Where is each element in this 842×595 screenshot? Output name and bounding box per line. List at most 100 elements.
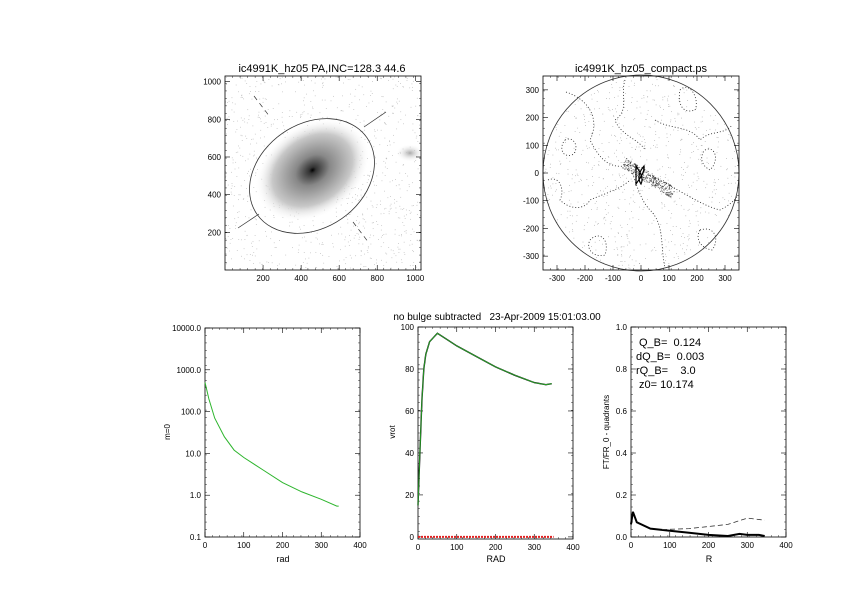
data-point [565, 137, 567, 138]
noise-pixel [295, 91, 296, 93]
data-point [671, 187, 673, 189]
data-point [614, 180, 616, 181]
data-point [667, 98, 668, 100]
data-point [637, 191, 639, 193]
data-point [621, 87, 623, 88]
data-point [657, 184, 659, 185]
data-point [683, 88, 685, 90]
noise-pixel [239, 147, 241, 149]
data-point [631, 227, 633, 229]
data-point [616, 185, 617, 187]
noise-pixel [321, 99, 323, 101]
data-point [656, 183, 657, 184]
data-point [646, 159, 648, 161]
noise-pixel [387, 197, 389, 199]
data-point [677, 98, 679, 99]
data-point [575, 175, 576, 177]
noise-pixel [232, 238, 234, 239]
noise-pixel [417, 168, 419, 170]
noise-pixel [254, 235, 256, 236]
noise-pixel [399, 188, 401, 190]
noise-pixel [252, 155, 254, 157]
contour-dotted [649, 174, 739, 211]
data-point [586, 179, 588, 180]
data-point [668, 184, 670, 186]
data-point [612, 126, 614, 127]
data-point [632, 165, 634, 166]
minor-axis-line [253, 95, 271, 118]
noise-pixel [232, 162, 234, 164]
data-point [652, 185, 653, 186]
data-point [556, 149, 557, 151]
noise-pixel [417, 239, 418, 241]
profile-line [204, 382, 339, 507]
noise-pixel [412, 86, 413, 88]
data-point [694, 201, 695, 202]
data-point [647, 182, 649, 183]
data-point [567, 110, 569, 112]
noise-pixel [376, 221, 377, 222]
data-point [625, 168, 627, 170]
data-point [575, 169, 577, 171]
data-point [723, 184, 725, 186]
noise-pixel [301, 78, 303, 80]
noise-pixel [323, 262, 325, 264]
data-point [715, 215, 717, 216]
noise-pixel [419, 261, 421, 262]
noise-pixel [388, 210, 390, 212]
data-point [664, 204, 665, 206]
data-point [610, 189, 611, 191]
data-point [730, 137, 731, 139]
noise-pixel [268, 79, 270, 80]
noise-pixel [234, 218, 236, 220]
noise-pixel [395, 185, 397, 187]
data-point [716, 152, 718, 154]
noise-pixel [351, 257, 352, 259]
noise-pixel [396, 98, 398, 100]
x-tick-label: 1000 [406, 274, 424, 283]
noise-pixel [381, 78, 382, 80]
noise-pixel [345, 236, 346, 238]
noise-pixel [382, 235, 383, 236]
data-point [673, 191, 675, 192]
noise-pixel [393, 112, 395, 114]
data-point [628, 160, 630, 162]
noise-pixel [260, 83, 262, 85]
data-point [686, 249, 688, 251]
noise-pixel [392, 180, 393, 182]
noise-pixel [273, 242, 275, 244]
data-point [629, 218, 631, 220]
noise-pixel [341, 110, 343, 112]
data-point [656, 180, 658, 182]
y-tick-label: 1.0 [616, 323, 628, 332]
noise-pixel [401, 262, 403, 263]
noise-pixel [322, 117, 324, 119]
data-point [667, 95, 669, 97]
noise-pixel [358, 223, 360, 225]
data-point [655, 146, 656, 148]
data-point [618, 208, 620, 209]
data-point [653, 175, 655, 177]
y-tick-label: 300 [526, 86, 540, 95]
data-point [687, 165, 689, 167]
noise-pixel [358, 188, 360, 190]
noise-pixel [243, 248, 245, 250]
noise-pixel [368, 102, 370, 104]
data-point [580, 178, 582, 180]
y-tick-label: 0.2 [616, 491, 628, 500]
data-point [639, 175, 641, 177]
data-point [560, 132, 562, 133]
data-point [669, 194, 671, 196]
data-point [665, 253, 666, 255]
noise-pixel [233, 120, 235, 122]
data-point [591, 133, 593, 135]
data-point [595, 249, 597, 251]
noise-pixel [235, 84, 237, 86]
noise-pixel [249, 153, 251, 155]
data-point [696, 189, 697, 191]
data-point [634, 170, 636, 171]
data-point [693, 151, 694, 152]
noise-pixel [247, 109, 249, 111]
noise-pixel [416, 239, 418, 241]
noise-pixel [229, 242, 231, 244]
